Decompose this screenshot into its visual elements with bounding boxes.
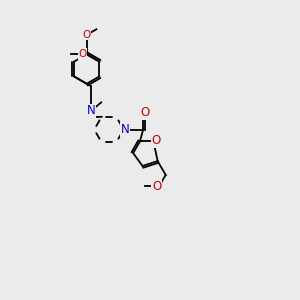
Text: O: O	[82, 30, 91, 40]
Text: O: O	[152, 134, 161, 147]
Text: O: O	[152, 180, 161, 193]
Text: O: O	[78, 49, 86, 59]
Text: O: O	[141, 106, 150, 119]
Text: N: N	[121, 123, 130, 136]
Text: N: N	[87, 104, 96, 117]
